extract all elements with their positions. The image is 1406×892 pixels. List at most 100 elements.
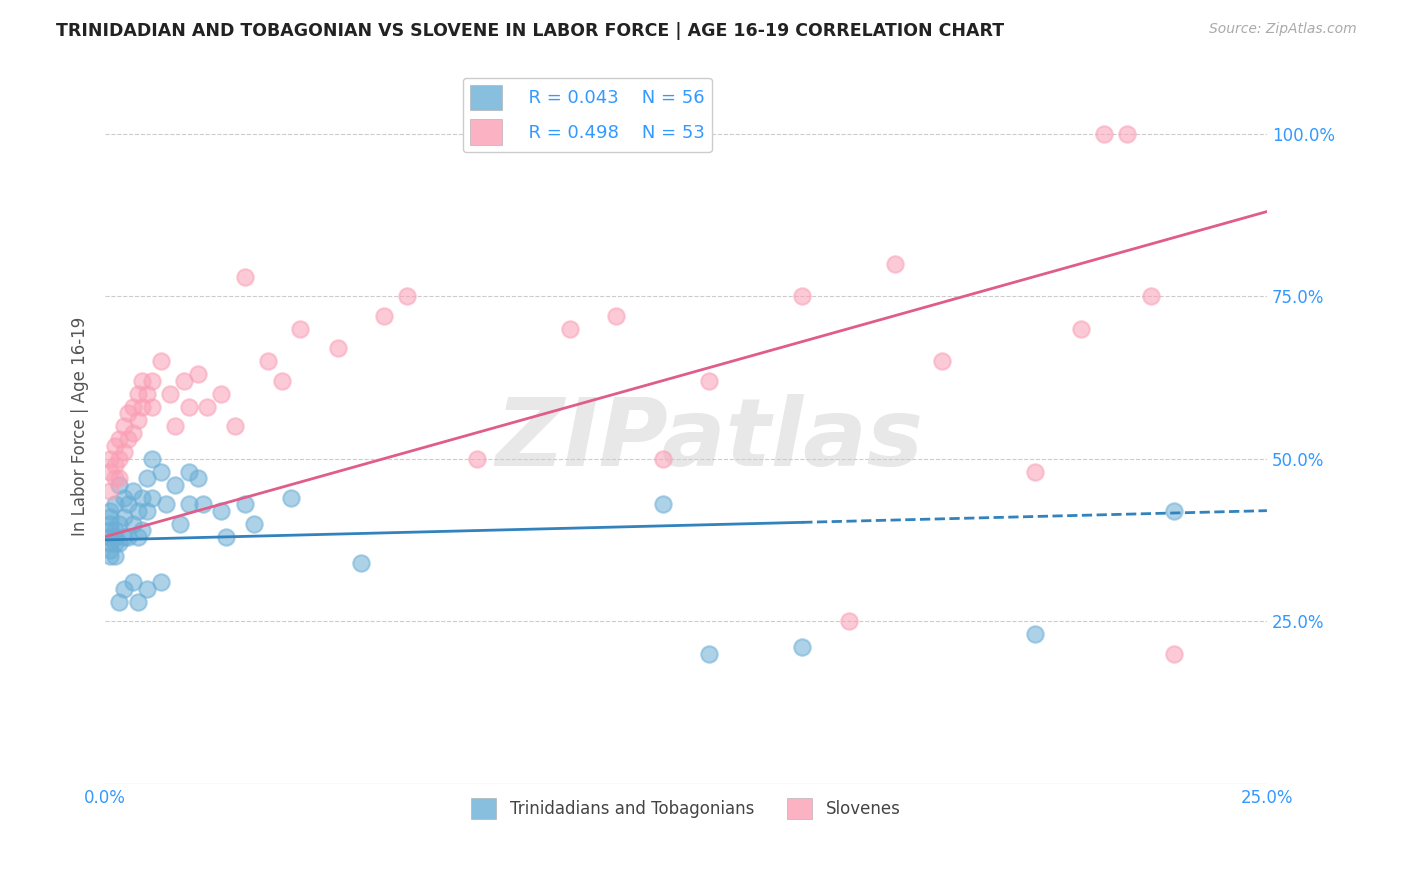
Point: [136, 471, 159, 485]
Point: [112, 491, 135, 505]
Point: [163, 419, 186, 434]
Point: [243, 516, 266, 531]
Point: [141, 451, 163, 466]
Point: [257, 354, 280, 368]
Point: [141, 491, 163, 505]
Point: [103, 439, 125, 453]
Point: [127, 503, 149, 517]
Point: [884, 256, 907, 270]
Point: [177, 497, 200, 511]
Point: [1024, 465, 1046, 479]
Point: [396, 289, 419, 303]
Point: [838, 614, 860, 628]
Point: [112, 419, 135, 434]
Point: [108, 477, 131, 491]
Point: [191, 497, 214, 511]
Point: [792, 289, 814, 303]
Point: [209, 386, 232, 401]
Point: [112, 582, 135, 596]
Point: [98, 516, 121, 531]
Point: [136, 386, 159, 401]
Point: [117, 530, 139, 544]
Point: [108, 595, 131, 609]
Point: [177, 400, 200, 414]
Point: [122, 516, 145, 531]
Point: [108, 536, 131, 550]
Point: [103, 536, 125, 550]
Point: [1163, 647, 1185, 661]
Point: [98, 523, 121, 537]
Point: [117, 406, 139, 420]
Y-axis label: In Labor Force | Age 16-19: In Labor Force | Age 16-19: [72, 317, 89, 536]
Point: [108, 451, 131, 466]
Point: [326, 341, 349, 355]
Point: [98, 465, 121, 479]
Point: [131, 400, 153, 414]
Point: [117, 432, 139, 446]
Point: [224, 419, 246, 434]
Point: [697, 374, 720, 388]
Point: [651, 451, 673, 466]
Point: [98, 530, 121, 544]
Point: [103, 530, 125, 544]
Point: [127, 386, 149, 401]
Point: [163, 477, 186, 491]
Point: [122, 425, 145, 440]
Point: [1092, 127, 1115, 141]
Point: [290, 321, 312, 335]
Point: [1139, 289, 1161, 303]
Point: [103, 458, 125, 472]
Point: [215, 530, 238, 544]
Point: [209, 503, 232, 517]
Point: [233, 497, 256, 511]
Point: [108, 471, 131, 485]
Point: [131, 374, 153, 388]
Point: [136, 503, 159, 517]
Text: TRINIDADIAN AND TOBAGONIAN VS SLOVENE IN LABOR FORCE | AGE 16-19 CORRELATION CHA: TRINIDADIAN AND TOBAGONIAN VS SLOVENE IN…: [56, 22, 1004, 40]
Point: [122, 400, 145, 414]
Point: [117, 497, 139, 511]
Point: [103, 549, 125, 564]
Point: [141, 400, 163, 414]
Point: [131, 491, 153, 505]
Point: [103, 523, 125, 537]
Point: [149, 354, 172, 368]
Point: [112, 530, 135, 544]
Point: [931, 354, 953, 368]
Point: [651, 497, 673, 511]
Point: [605, 309, 627, 323]
Point: [127, 595, 149, 609]
Point: [233, 269, 256, 284]
Point: [98, 510, 121, 524]
Point: [187, 471, 209, 485]
Point: [373, 309, 395, 323]
Point: [169, 516, 191, 531]
Point: [98, 503, 121, 517]
Point: [792, 640, 814, 655]
Point: [108, 432, 131, 446]
Point: [149, 575, 172, 590]
Text: Source: ZipAtlas.com: Source: ZipAtlas.com: [1209, 22, 1357, 37]
Point: [136, 582, 159, 596]
Legend: Trinidadians and Tobagonians, Slovenes: Trinidadians and Tobagonians, Slovenes: [465, 792, 907, 825]
Point: [98, 536, 121, 550]
Point: [98, 451, 121, 466]
Point: [1116, 127, 1139, 141]
Text: ZIPatlas: ZIPatlas: [495, 394, 924, 486]
Point: [112, 445, 135, 459]
Point: [350, 556, 373, 570]
Point: [127, 412, 149, 426]
Point: [197, 400, 219, 414]
Point: [131, 523, 153, 537]
Point: [187, 367, 209, 381]
Point: [98, 549, 121, 564]
Point: [98, 484, 121, 499]
Point: [465, 451, 488, 466]
Point: [127, 530, 149, 544]
Point: [270, 374, 292, 388]
Point: [280, 491, 302, 505]
Point: [155, 497, 177, 511]
Point: [103, 471, 125, 485]
Point: [149, 465, 172, 479]
Point: [103, 497, 125, 511]
